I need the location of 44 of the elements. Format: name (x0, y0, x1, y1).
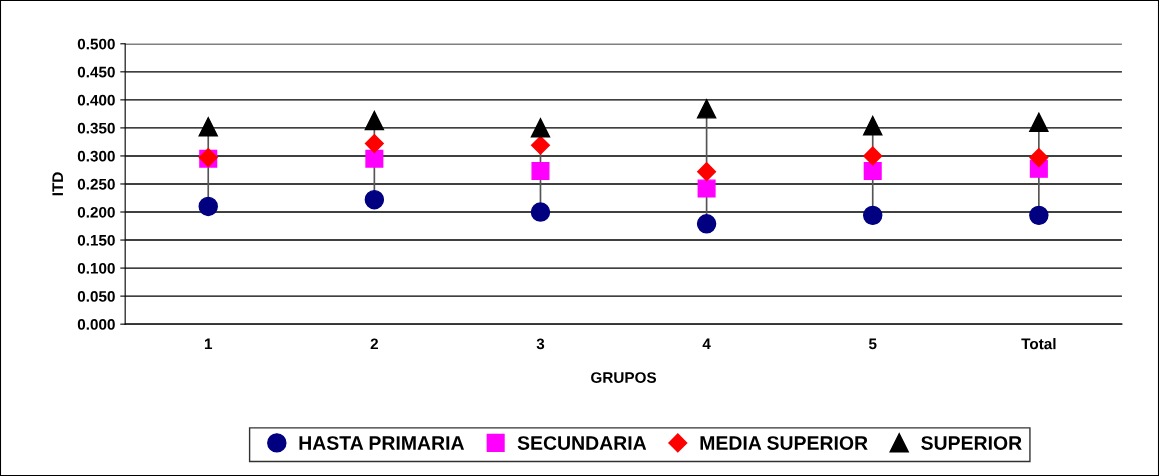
point (198, 117, 218, 137)
point (863, 162, 882, 181)
point (530, 118, 551, 138)
y-tick-label: 0.350 (77, 122, 115, 134)
point (697, 179, 716, 198)
point (863, 146, 883, 166)
y-axis-title: ITD (52, 172, 63, 196)
point (364, 134, 384, 154)
y-tick-label: 0.400 (77, 94, 115, 106)
y-tick-label: 0.150 (77, 234, 115, 246)
point (863, 115, 883, 136)
point (365, 149, 384, 168)
point (863, 205, 883, 226)
y-tick-label: 0.500 (77, 38, 115, 50)
x-tick-label: 5 (868, 338, 877, 350)
x-tick-label: Total (1021, 338, 1056, 350)
point (697, 162, 717, 182)
point (531, 162, 550, 181)
legend-label: SUPERIOR (921, 436, 1022, 450)
x-axis-title: GRUPOS (591, 372, 657, 383)
point (1029, 112, 1049, 133)
y-tick-label: 0.300 (77, 150, 115, 162)
y-tick-label: 0.100 (77, 262, 115, 274)
x-tick-label: 4 (702, 338, 711, 350)
point (364, 110, 385, 131)
point (1029, 205, 1049, 226)
point (1029, 148, 1049, 168)
legend-label: HASTA PRIMARIA (299, 436, 465, 450)
point (364, 189, 385, 210)
point (530, 202, 551, 222)
x-tick-label: 1 (204, 338, 213, 350)
y-tick-label: 0.050 (77, 290, 115, 302)
y-tick-label: 0.250 (77, 178, 115, 190)
point (198, 196, 218, 217)
point (696, 99, 717, 119)
point (530, 135, 551, 155)
legend-label: SECUNDARIA (517, 436, 647, 450)
legend-label: MEDIA SUPERIOR (700, 436, 868, 450)
x-tick-label: 3 (536, 338, 545, 350)
y-tick-label: 0.450 (77, 66, 115, 78)
point (696, 214, 717, 234)
y-tick-label: 0.000 (77, 319, 115, 330)
x-tick-label: 2 (370, 338, 378, 350)
y-tick-label: 0.200 (77, 206, 115, 218)
